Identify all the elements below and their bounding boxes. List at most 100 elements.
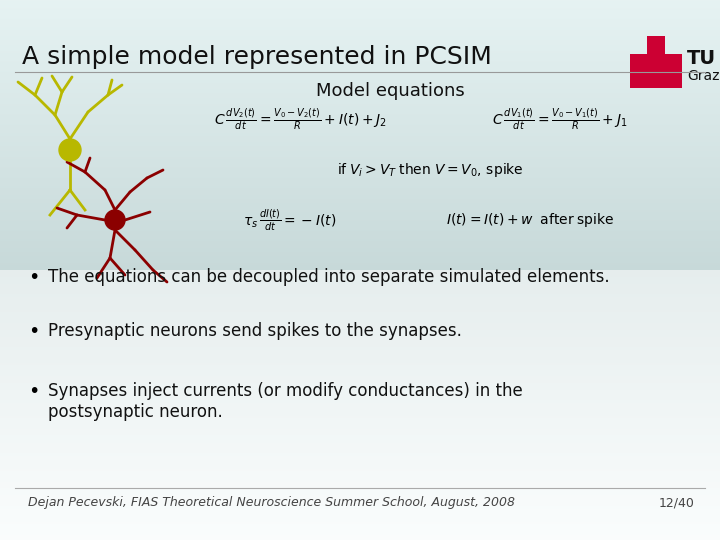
Bar [0,72,720,73]
Bar [0,15,720,16]
Text: A simple model represented in PCSIM: A simple model represented in PCSIM [22,45,492,69]
Bar [0,193,720,194]
Bar [0,489,720,490]
Bar [0,402,720,403]
Bar [0,481,720,482]
Bar [0,201,720,202]
Bar [0,443,720,444]
Bar [0,328,720,329]
Bar [0,187,720,188]
Bar [0,476,720,477]
Bar [0,274,720,275]
Bar [0,527,720,528]
Bar [0,133,720,134]
Bar [0,523,720,524]
Bar [0,233,720,234]
Bar [0,132,720,133]
Bar [0,461,720,462]
Bar [0,429,720,430]
Bar [0,310,720,311]
Bar [0,397,720,398]
Bar [0,325,720,326]
Bar [0,515,720,516]
Bar [0,45,720,46]
Bar [0,240,720,241]
Bar [0,361,720,362]
Bar [0,322,720,323]
Bar [647,36,665,88]
Bar [0,24,720,25]
Bar [0,117,720,118]
Bar [0,532,720,533]
Bar [0,477,720,478]
Bar [0,281,720,282]
Bar [0,323,720,324]
Bar [0,230,720,231]
Bar [0,75,720,76]
Bar [0,373,720,374]
Bar [0,307,720,308]
Bar [0,215,720,216]
Bar [0,460,720,461]
Bar [0,364,720,365]
Bar [0,428,720,429]
Bar [0,9,720,10]
Bar [0,239,720,240]
Bar [0,521,720,522]
Bar [0,533,720,534]
Bar [0,222,720,223]
Bar [0,398,720,399]
Bar [0,415,720,416]
Bar [0,272,720,273]
Bar [0,166,720,167]
Bar [0,446,720,447]
Bar [0,520,720,521]
Bar [0,205,720,206]
Bar [0,271,720,272]
Bar [0,298,720,299]
Bar [0,302,720,303]
Bar [0,141,720,142]
Bar [0,105,720,106]
Bar [0,213,720,214]
Bar [0,365,720,366]
Bar [0,21,720,22]
Bar [0,123,720,124]
Text: •: • [28,382,40,401]
Bar [0,370,720,371]
Bar [0,50,720,51]
Bar [0,19,720,20]
Bar [0,464,720,465]
Bar [0,197,720,198]
Bar [0,396,720,397]
Bar [0,180,720,181]
Bar [0,275,720,276]
Bar [0,436,720,437]
Bar [0,165,720,166]
Bar [0,164,720,165]
Bar [0,155,720,156]
Bar [0,349,720,350]
Bar [0,74,720,75]
Bar [0,16,720,17]
Bar [0,425,720,426]
Bar [0,135,720,136]
Bar [0,503,720,504]
Bar [0,167,720,168]
Bar [0,382,720,383]
Bar [0,56,720,57]
Bar [0,47,720,48]
Bar [0,431,720,432]
Bar [0,7,720,8]
Bar [0,147,720,148]
Bar [0,236,720,237]
Text: Presynaptic neurons send spikes to the synapses.: Presynaptic neurons send spikes to the s… [48,322,462,340]
Bar [0,467,720,468]
Bar [0,510,720,511]
Bar [0,207,720,208]
Bar [0,458,720,459]
Bar [0,412,720,413]
Bar [0,12,720,13]
Bar [0,28,720,29]
Bar [0,326,720,327]
